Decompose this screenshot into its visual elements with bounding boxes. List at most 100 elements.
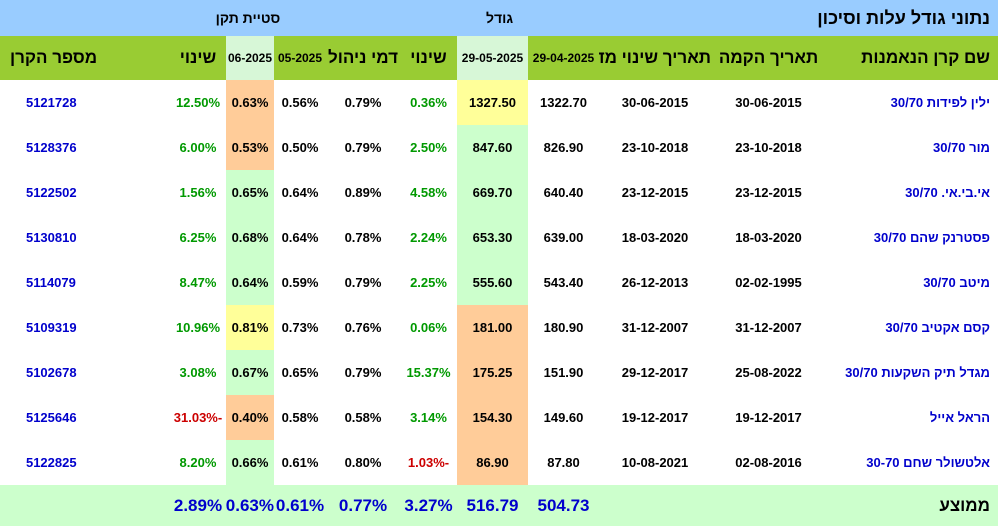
fund-name[interactable]: קסם אקטיב 30/70	[885, 320, 990, 335]
std-change: 8.47%	[179, 275, 217, 290]
policy-change-date: 30-06-2015	[621, 95, 689, 110]
col-header-size-change[interactable]: שינוי	[400, 36, 457, 80]
size-may: 669.70	[457, 170, 528, 215]
std-jun: 0.53%	[226, 125, 274, 170]
std-may: 0.58%	[281, 410, 319, 425]
fund-name[interactable]: הראל אייל	[929, 410, 990, 425]
fund-id: 5125646	[25, 410, 77, 425]
size-change: 0.36%	[410, 95, 447, 110]
founded-date: 23-12-2015	[735, 185, 802, 200]
table-row[interactable]: פסטרנק שהם 30/70 18-03-2020 18-03-2020 639.…	[0, 215, 998, 260]
avg-mgmt-fee: 0.77%	[326, 485, 400, 526]
table-row[interactable]: קסם אקטיב 30/70 31-12-2007 31-12-2007 180.9…	[0, 305, 998, 350]
fund-name[interactable]: אי.בי.אי. 30/70	[905, 185, 990, 200]
std-may: 0.56%	[281, 95, 319, 110]
fund-id: 5122825	[25, 455, 77, 470]
std-change: 8.20%	[179, 455, 217, 470]
size-apr: 87.80	[547, 455, 580, 470]
average-row: ממוצע 504.73 516.79 3.27% 0.77% 0.61% 0.…	[0, 485, 998, 526]
std-change: -31.03%	[173, 410, 223, 425]
col-header-std-change[interactable]: שינוי	[169, 36, 226, 80]
std-change: 6.25%	[179, 230, 217, 245]
std-may: 0.64%	[281, 230, 319, 245]
size-change: 15.37%	[406, 365, 451, 380]
std-jun: 0.40%	[226, 395, 274, 440]
fund-name[interactable]: מגדל תיק השקעות 30/70	[845, 365, 990, 380]
mgmt-fee: 0.58%	[344, 410, 382, 425]
founded-date: 02-02-1995	[735, 275, 802, 290]
table-row[interactable]: ילין לפידות 30/70 30-06-2015 30-06-2015 132…	[0, 80, 998, 125]
size-may: 154.30	[457, 395, 528, 440]
mgmt-fee: 0.79%	[344, 140, 382, 155]
table-row[interactable]: אלטשולר שחם 30-70 02-08-2016 10-08-2021 87.…	[0, 440, 998, 485]
table-row[interactable]: מגדל תיק השקעות 30/70 25-08-2022 29-12-201…	[0, 350, 998, 395]
table-row[interactable]: מור 30/70 23-10-2018 23-10-2018 826.90 847.6…	[0, 125, 998, 170]
fund-id: 5102678	[25, 365, 77, 380]
size-apr: 1322.70	[540, 95, 587, 110]
size-change: 2.24%	[410, 230, 447, 245]
policy-change-date: 10-08-2021	[621, 455, 689, 470]
size-group-label: גודל	[400, 0, 599, 36]
size-change: 3.14%	[410, 410, 447, 425]
fund-id: 5122502	[25, 185, 77, 200]
mgmt-fee: 0.79%	[344, 365, 382, 380]
policy-change-date: 23-10-2018	[621, 140, 689, 155]
std-may: 0.73%	[281, 320, 319, 335]
fund-name[interactable]: אלטשולר שחם 30-70	[866, 455, 990, 470]
std-may: 0.50%	[281, 140, 319, 155]
size-apr: 639.00	[543, 230, 584, 245]
std-change: 10.96%	[175, 320, 221, 335]
fund-id: 5121728	[25, 95, 77, 110]
founded-date: 02-08-2016	[735, 455, 802, 470]
col-header-std-may[interactable]: 05-2025	[274, 36, 326, 80]
avg-size-change: 3.27%	[400, 485, 457, 526]
top-header-row: נתוני גודל עלות וסיכון גודל סטיית תקן	[0, 0, 998, 36]
fund-name[interactable]: מיטב 30/70	[923, 275, 990, 290]
fund-id: 5109319	[25, 320, 77, 335]
std-may: 0.61%	[281, 455, 319, 470]
size-change: -1.03%	[407, 455, 450, 470]
avg-size-may: 516.79	[457, 485, 528, 526]
policy-change-date: 29-12-2017	[621, 365, 689, 380]
fund-name[interactable]: פסטרנק שהם 30/70	[873, 230, 990, 245]
size-apr: 149.60	[543, 410, 584, 425]
policy-change-date: 31-12-2007	[621, 320, 689, 335]
mgmt-fee: 0.78%	[344, 230, 382, 245]
std-jun: 0.66%	[226, 440, 274, 485]
avg-size-apr: 504.73	[528, 485, 599, 526]
fund-name[interactable]: ילין לפידות 30/70	[890, 95, 990, 110]
size-may: 86.90	[457, 440, 528, 485]
table-row[interactable]: אי.בי.אי. 30/70 23-12-2015 23-12-2015 640.4…	[0, 170, 998, 215]
sheet-title: נתוני גודל עלות וסיכון	[599, 0, 998, 36]
founded-date: 19-12-2017	[735, 410, 802, 425]
fund-name[interactable]: מור 30/70	[932, 140, 990, 155]
size-may: 847.60	[457, 125, 528, 170]
col-header-fund-id[interactable]: מספר הקרן	[0, 36, 170, 80]
size-may: 1327.50	[457, 80, 528, 125]
col-header-founded[interactable]: תאריך הקמה	[711, 36, 826, 80]
size-apr: 180.90	[543, 320, 584, 335]
table-row[interactable]: הראל אייל 19-12-2017 19-12-2017 149.60 154.3…	[0, 395, 998, 440]
col-header-size-may[interactable]: 29-05-2025	[457, 36, 528, 80]
fund-id: 5128376	[25, 140, 77, 155]
std-change: 12.50%	[175, 95, 221, 110]
col-header-mgmt-fee[interactable]: דמי ניהול	[326, 36, 400, 80]
col-header-name[interactable]: שם קרן הנאמנות	[826, 36, 998, 80]
std-jun: 0.67%	[226, 350, 274, 395]
col-header-policy-change[interactable]: תאריך שינוי מדיניות	[599, 36, 711, 80]
std-change: 1.56%	[179, 185, 217, 200]
avg-std-jun: 0.63%	[226, 485, 274, 526]
avg-std-change: 2.89%	[169, 485, 226, 526]
column-header-row: שם קרן הנאמנות תאריך הקמה תאריך שינוי מד…	[0, 36, 998, 80]
mgmt-fee: 0.80%	[344, 455, 382, 470]
size-may: 555.60	[457, 260, 528, 305]
col-header-size-apr[interactable]: 29-04-2025	[528, 36, 599, 80]
size-change: 2.25%	[410, 275, 447, 290]
col-header-std-jun[interactable]: 06-2025	[226, 36, 274, 80]
policy-change-date: 19-12-2017	[621, 410, 689, 425]
table-row[interactable]: מיטב 30/70 02-02-1995 26-12-2013 543.40 555.…	[0, 260, 998, 305]
std-may: 0.64%	[281, 185, 319, 200]
size-may: 181.00	[457, 305, 528, 350]
